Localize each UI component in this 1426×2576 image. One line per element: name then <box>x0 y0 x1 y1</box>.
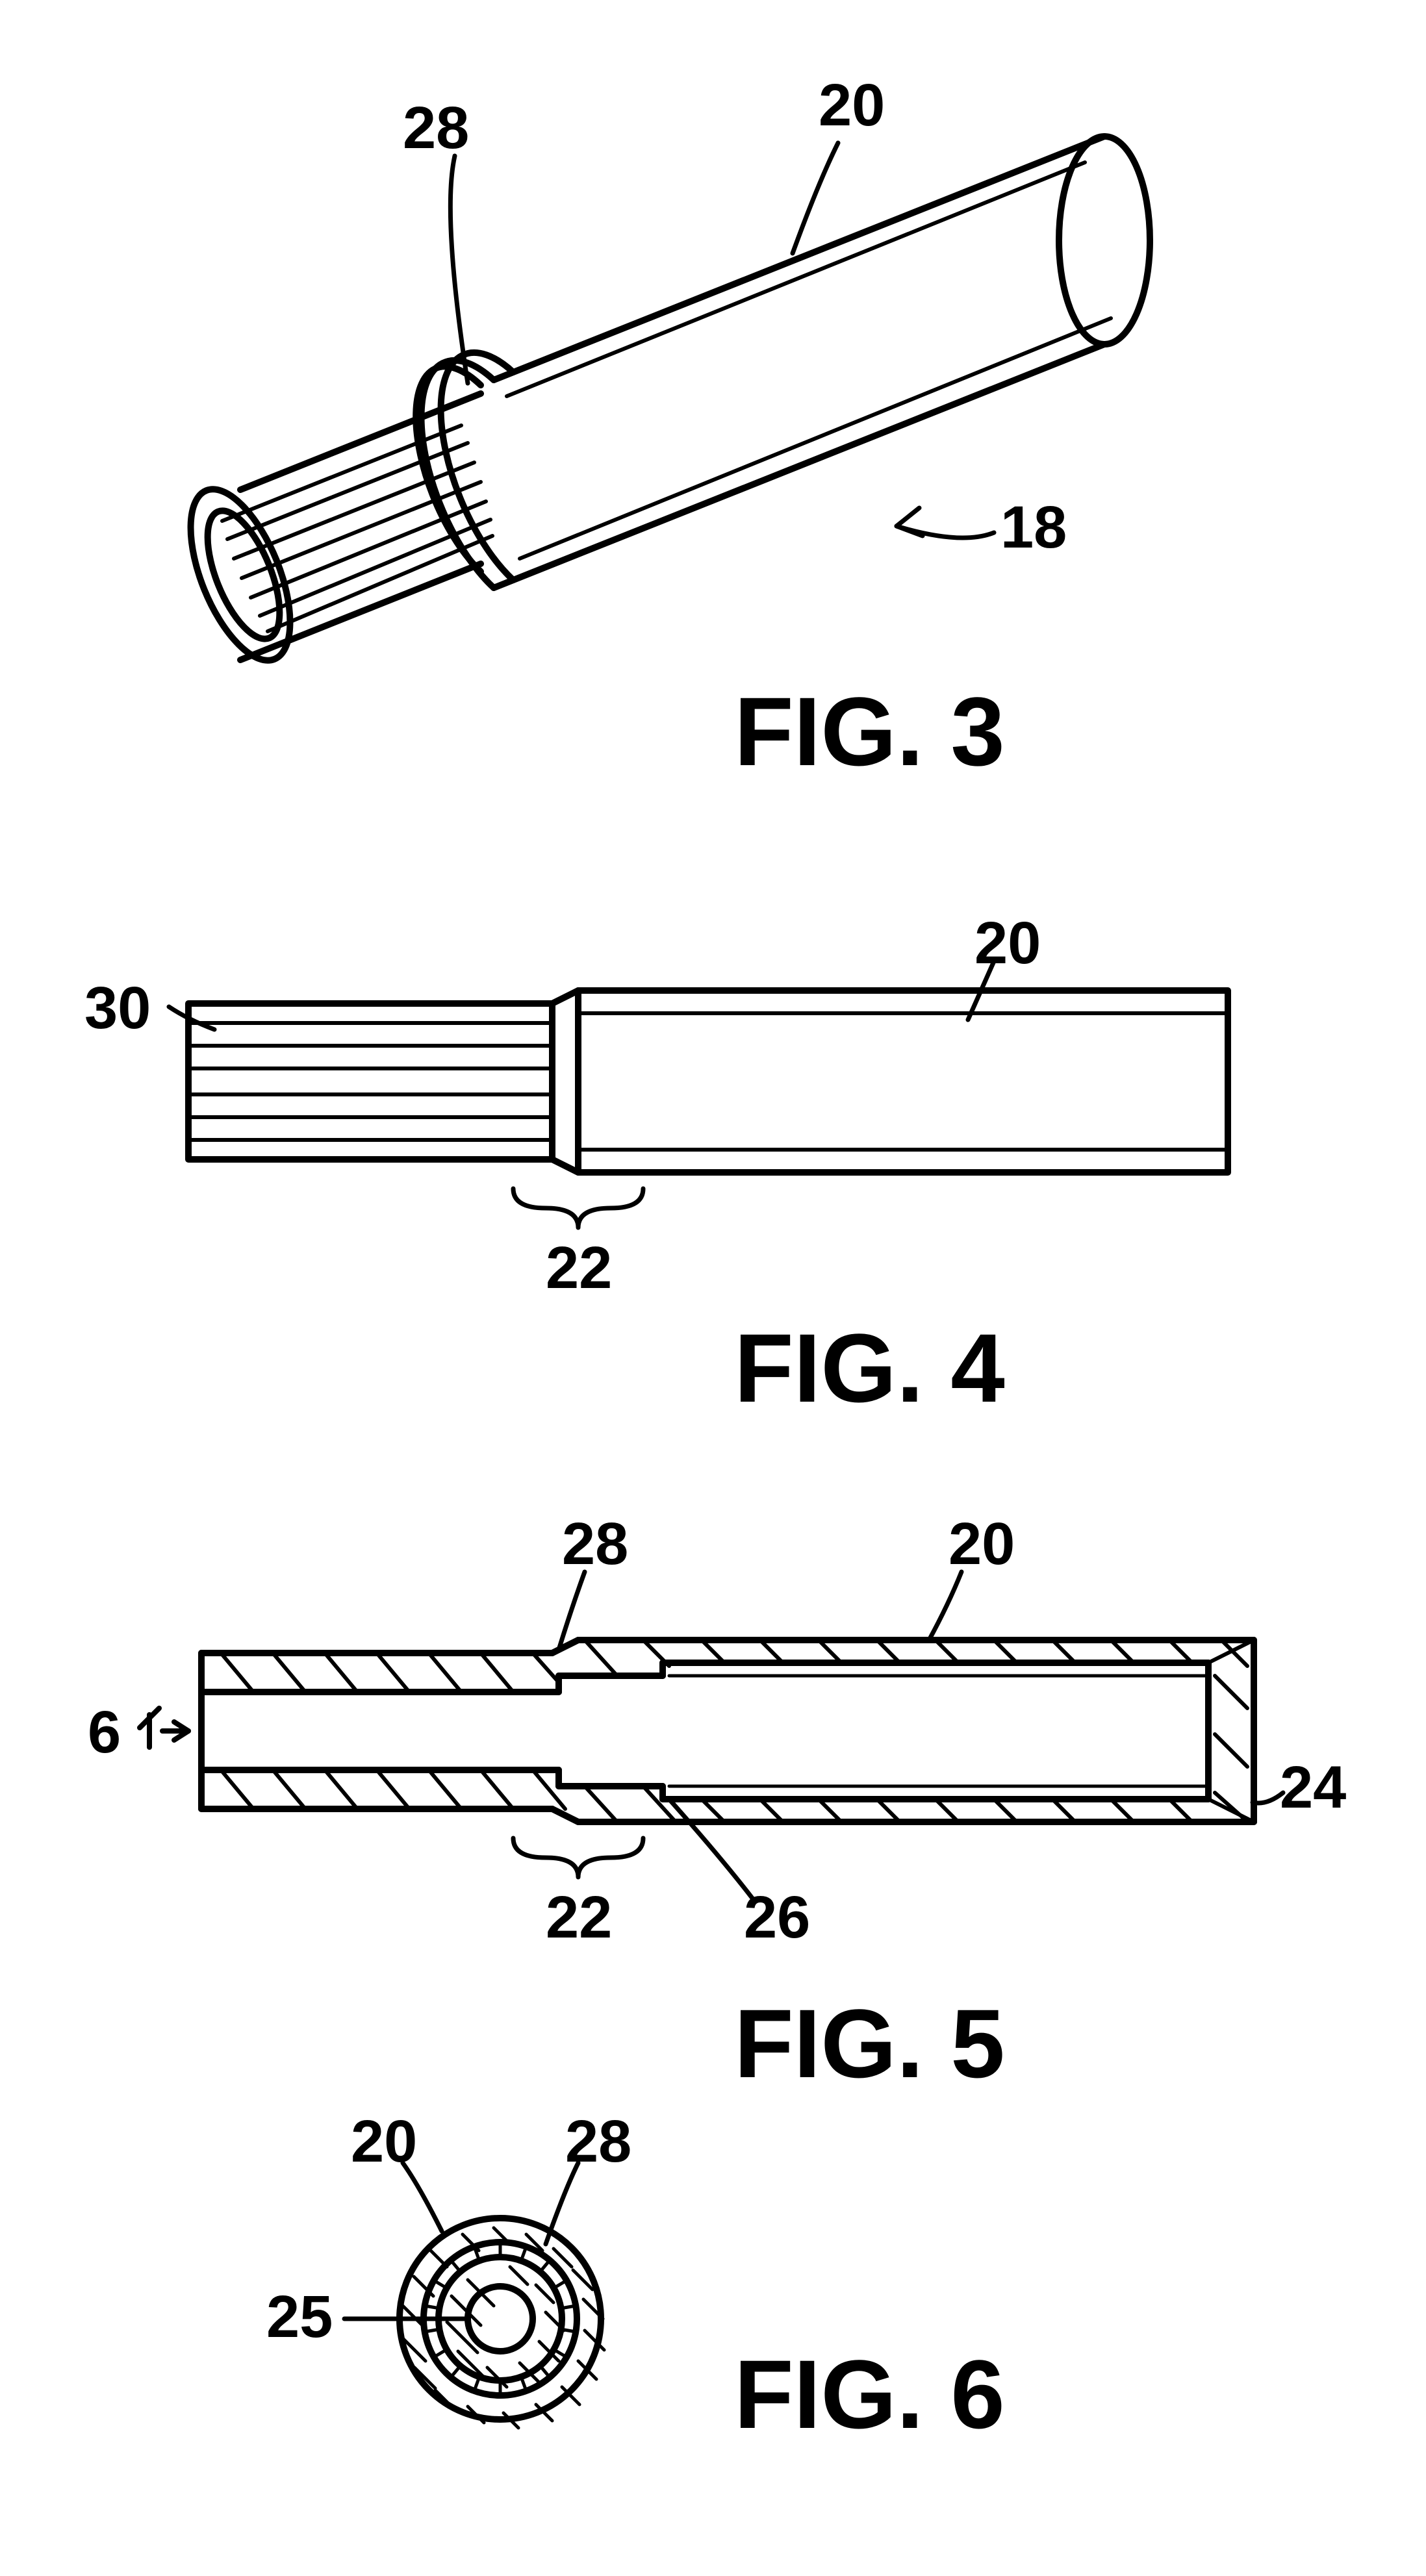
ref-24-fig5: 24 <box>1280 1754 1346 1822</box>
ref-28-fig5: 28 <box>562 1510 628 1578</box>
fig4-drawing <box>130 929 1267 1319</box>
fig3-drawing <box>130 78 1267 727</box>
patent-figure-sheet: 20 28 18 FIG. 3 <box>0 0 1426 2576</box>
ref-25-fig6: 25 <box>266 2283 333 2351</box>
figure-3: 20 28 18 <box>130 78 1267 727</box>
ref-20-fig6: 20 <box>351 2108 417 2176</box>
ref-22-fig4: 22 <box>546 1234 612 1302</box>
ref-20-fig3: 20 <box>819 71 885 140</box>
fig4-label: FIG. 4 <box>734 1312 1005 1424</box>
fig6-label: FIG. 6 <box>734 2338 1005 2451</box>
ref-20-fig5: 20 <box>949 1510 1015 1578</box>
ref-6-fig5: 6 <box>88 1698 121 1767</box>
figure-5: 28 20 6 22 26 24 <box>104 1546 1306 1975</box>
ref-28-fig6: 28 <box>565 2108 631 2176</box>
ref-22-fig5: 22 <box>546 1884 612 1952</box>
ref-18-fig3: 18 <box>1000 494 1067 562</box>
figure-4: 20 30 22 <box>130 929 1267 1319</box>
fig6-drawing <box>273 2137 728 2462</box>
fig5-label: FIG. 5 <box>734 1988 1005 2100</box>
fig5-drawing <box>104 1546 1306 1975</box>
ref-20-fig4: 20 <box>974 909 1041 978</box>
figure-6: 20 28 25 <box>273 2137 728 2462</box>
fig3-label: FIG. 3 <box>734 676 1005 788</box>
ref-28-fig3: 28 <box>403 94 469 162</box>
ref-30-fig4: 30 <box>84 974 151 1042</box>
ref-26-fig5: 26 <box>744 1884 810 1952</box>
